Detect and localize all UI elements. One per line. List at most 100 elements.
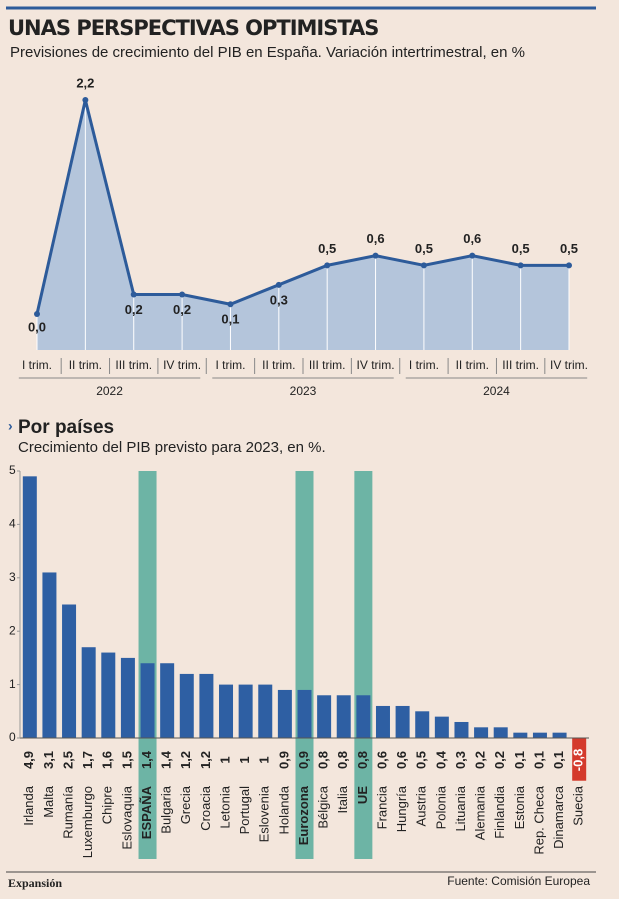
bar <box>140 663 155 738</box>
x-tick-label: ESPAÑA <box>139 785 154 839</box>
x-tick-label: Dinamarca <box>551 785 566 849</box>
x-tick-label: IV trim. <box>357 358 395 372</box>
x-tick-label: I trim. <box>22 358 52 372</box>
x-tick-label: II trim. <box>262 358 295 372</box>
x-tick-label: Bélgica <box>316 785 331 828</box>
x-tick-label: Lituania <box>453 785 468 831</box>
bar <box>62 604 77 738</box>
x-tick-label: III trim. <box>309 358 346 372</box>
brand: Expansión <box>8 876 62 890</box>
x-tick-label: Austria <box>414 785 429 826</box>
value-label: 0,5 <box>414 751 429 769</box>
x-tick-label: Italia <box>335 785 350 813</box>
x-group-label: 2023 <box>290 384 317 398</box>
bar <box>160 663 175 738</box>
bar <box>317 695 332 738</box>
value-label: 0,1 <box>512 751 527 769</box>
value-label: 0,9 <box>276 751 291 769</box>
bar <box>219 684 234 738</box>
value-label: 1,4 <box>139 750 154 769</box>
x-tick-label: Bulgaria <box>159 785 174 833</box>
bar <box>101 652 116 738</box>
bar <box>434 716 449 738</box>
bar <box>454 721 469 738</box>
value-label: 3,1 <box>41 751 56 769</box>
bar <box>395 705 410 738</box>
y-tick-label: 2 <box>9 623 16 637</box>
x-tick-label: Irlanda <box>21 785 36 826</box>
x-group-label: 2024 <box>483 384 510 398</box>
bar <box>258 684 273 738</box>
x-tick-label: Finlandia <box>492 785 507 839</box>
value-label: 0,1 <box>531 751 546 769</box>
point <box>566 262 572 269</box>
x-tick-label: Grecia <box>178 785 193 824</box>
value-label: 4,9 <box>21 751 36 769</box>
value-label: 0,6 <box>394 751 409 769</box>
x-tick-label: Letonia <box>217 785 232 828</box>
value-label: 0,4 <box>433 750 448 769</box>
value-label: 0,6 <box>463 231 481 246</box>
bar <box>238 684 253 738</box>
bar <box>42 572 57 738</box>
x-tick-label: II trim. <box>456 358 489 372</box>
x-tick-label: Rep. Checa <box>531 785 546 854</box>
value-label: 0,8 <box>316 751 331 769</box>
chart-subtitle: Previsiones de crecimiento del PIB en Es… <box>10 44 525 61</box>
y-tick-label: 1 <box>9 677 16 691</box>
value-label: 1 <box>217 756 232 763</box>
value-label: 2,5 <box>60 751 75 769</box>
value-label: 0,2 <box>173 302 191 317</box>
bar <box>356 695 371 738</box>
value-label: 0,2 <box>473 751 488 769</box>
x-tick-label: Eslovenia <box>257 785 272 842</box>
value-label: 0,5 <box>318 241 336 256</box>
x-tick-label: Suecia <box>571 785 586 826</box>
x-group-label: 2022 <box>96 384 123 398</box>
x-tick-label: I trim. <box>409 358 439 372</box>
y-tick-label: 4 <box>9 517 16 531</box>
value-label: 1,2 <box>178 751 193 769</box>
bar <box>572 738 587 781</box>
value-label: 1,2 <box>198 751 213 769</box>
x-tick-label: Rumanía <box>60 785 75 839</box>
value-label: 0,5 <box>512 241 530 256</box>
point <box>130 291 137 298</box>
value-label: 0,5 <box>560 241 578 256</box>
point <box>275 281 282 288</box>
x-tick-label: Francia <box>374 785 389 829</box>
value-label: 0,8 <box>355 751 370 769</box>
y-tick-label: 3 <box>9 570 16 584</box>
point <box>227 301 234 308</box>
value-label: 0,3 <box>270 292 288 307</box>
value-label: 1,6 <box>100 751 115 769</box>
x-tick-label: Chipre <box>100 786 115 824</box>
y-tick-label: 0 <box>9 730 16 744</box>
value-label: 0,1 <box>551 751 566 769</box>
value-label: 1 <box>237 756 252 763</box>
value-label: 1,4 <box>159 750 174 769</box>
value-label: 0,6 <box>374 751 389 769</box>
bar <box>532 732 547 738</box>
bar <box>552 732 567 738</box>
value-label: 1,7 <box>80 751 95 769</box>
x-tick-label: I trim. <box>215 358 245 372</box>
value-label: 2,2 <box>76 75 94 90</box>
bar <box>474 727 489 738</box>
value-label: 1,5 <box>119 751 134 769</box>
point <box>82 97 89 103</box>
bar <box>375 705 390 738</box>
y-tick-label: 5 <box>9 463 16 477</box>
bar <box>336 695 351 738</box>
point <box>469 252 476 259</box>
bar <box>22 476 37 738</box>
bar <box>179 673 194 738</box>
chart-title: UNAS PERSPECTIVAS OPTIMISTAS <box>8 16 378 40</box>
point <box>420 262 427 269</box>
x-tick-label: Portugal <box>237 786 252 835</box>
value-label: 1 <box>257 756 272 763</box>
value-label: 0,8 <box>335 751 350 769</box>
bar <box>415 711 430 738</box>
highlight-band <box>295 471 314 859</box>
